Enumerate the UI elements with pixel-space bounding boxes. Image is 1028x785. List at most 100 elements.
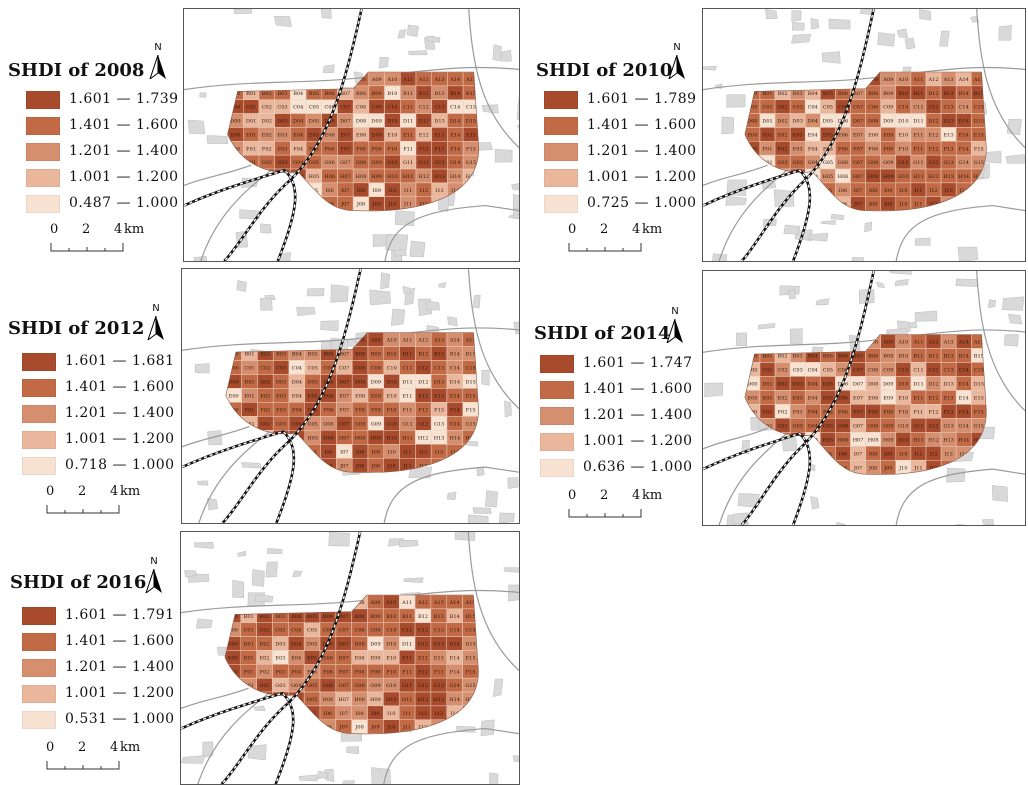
svg-text:C11: C11 [913, 368, 923, 374]
svg-text:C00: C00 [747, 105, 757, 111]
svg-text:D02: D02 [259, 642, 269, 648]
svg-text:C13: C13 [944, 368, 954, 374]
svg-text:G03: G03 [276, 421, 286, 427]
svg-text:E15: E15 [466, 132, 476, 138]
svg-text:I00: I00 [231, 188, 239, 194]
svg-text:D00: D00 [230, 119, 240, 125]
svg-text:H11: H11 [402, 435, 413, 441]
svg-text:F12: F12 [418, 669, 428, 675]
svg-text:G06: G06 [838, 423, 848, 429]
svg-text:E03: E03 [276, 393, 286, 399]
svg-text:E14: E14 [959, 395, 969, 401]
svg-text:C11: C11 [403, 105, 413, 111]
svg-text:F10: F10 [387, 407, 397, 413]
svg-text:I09: I09 [884, 188, 892, 194]
svg-text:E10: E10 [898, 395, 908, 401]
svg-text:C05: C05 [308, 366, 318, 372]
svg-text:I00: I00 [230, 449, 238, 455]
svg-text:J07: J07 [340, 202, 349, 208]
svg-text:G05: G05 [307, 683, 317, 689]
svg-text:H12: H12 [418, 435, 429, 441]
svg-text:A10: A10 [386, 77, 397, 83]
svg-text:H00: H00 [230, 174, 241, 180]
svg-text:C11: C11 [402, 628, 412, 634]
svg-text:E14: E14 [959, 132, 969, 138]
svg-text:E12: E12 [418, 655, 428, 661]
svg-text:E13: E13 [944, 132, 954, 138]
svg-text:C11: C11 [402, 366, 412, 372]
svg-text:H03: H03 [277, 174, 288, 180]
svg-text:B10: B10 [387, 352, 397, 358]
svg-text:B05: B05 [309, 91, 319, 97]
svg-text:G07: G07 [339, 421, 349, 427]
svg-text:G11: G11 [913, 423, 923, 429]
svg-text:E15: E15 [974, 132, 984, 138]
svg-text:G06: G06 [323, 421, 333, 427]
svg-text:G01: G01 [246, 160, 256, 166]
svg-text:G01: G01 [762, 160, 772, 166]
svg-text:G10: G10 [898, 423, 908, 429]
svg-text:H13: H13 [943, 174, 954, 180]
svg-text:H06: H06 [323, 435, 334, 441]
svg-text:C04: C04 [292, 366, 302, 372]
svg-text:B15: B15 [465, 614, 475, 620]
svg-text:C09: C09 [883, 105, 893, 111]
svg-text:I14: I14 [960, 451, 968, 457]
svg-text:D02: D02 [260, 379, 270, 385]
svg-text:I09: I09 [371, 711, 379, 717]
svg-text:A01: A01 [762, 77, 773, 83]
svg-text:D11: D11 [913, 119, 923, 125]
svg-text:G11: G11 [402, 683, 412, 689]
svg-text:B13: B13 [434, 352, 444, 358]
svg-text:A11: A11 [912, 340, 923, 346]
svg-text:A05: A05 [307, 338, 318, 344]
svg-text:F01: F01 [763, 409, 773, 415]
svg-text:B14: B14 [450, 91, 460, 97]
svg-text:E10: E10 [386, 655, 396, 661]
svg-text:D08: D08 [868, 119, 878, 125]
svg-text:D15: D15 [974, 381, 984, 387]
svg-text:B07: B07 [339, 614, 349, 620]
svg-text:A13: A13 [433, 338, 444, 344]
svg-text:I06: I06 [839, 451, 847, 457]
map-title: SHDI of 2008 [8, 60, 145, 81]
svg-text:G06: G06 [838, 160, 848, 166]
svg-text:I11: I11 [914, 188, 922, 194]
svg-text:F01: F01 [245, 407, 255, 413]
svg-text:I12: I12 [929, 188, 937, 194]
svg-text:J09: J09 [883, 465, 892, 471]
svg-text:E04: E04 [808, 395, 818, 401]
svg-text:J05: J05 [307, 725, 316, 731]
svg-text:B11: B11 [402, 614, 412, 620]
svg-text:E11: E11 [913, 132, 923, 138]
svg-text:H14: H14 [958, 437, 969, 443]
svg-text:B14: B14 [450, 352, 460, 358]
svg-text:J14: J14 [450, 463, 459, 469]
svg-text:B07: B07 [853, 354, 863, 360]
svg-text:E08: E08 [356, 132, 366, 138]
north-arrow-icon: N [666, 42, 688, 79]
svg-text:D09: D09 [371, 379, 381, 385]
svg-text:B12: B12 [418, 614, 428, 620]
svg-text:B12: B12 [418, 352, 428, 358]
map-title: SHDI of 2010 [536, 60, 673, 81]
svg-text:B14: B14 [450, 614, 460, 620]
svg-text:F06: F06 [324, 407, 334, 413]
svg-text:E14: E14 [450, 132, 460, 138]
svg-text:A14: A14 [449, 77, 460, 83]
svg-text:F04: F04 [291, 669, 301, 675]
svg-text:E01: E01 [244, 655, 254, 661]
svg-text:G02: G02 [260, 421, 270, 427]
svg-text:D14: D14 [450, 119, 460, 125]
svg-text:J09: J09 [370, 725, 379, 731]
svg-text:F02: F02 [262, 146, 272, 152]
svg-text:D15: D15 [465, 642, 475, 648]
svg-text:C15: C15 [974, 368, 984, 374]
svg-text:G08: G08 [868, 423, 878, 429]
svg-text:E01: E01 [762, 132, 772, 138]
svg-text:I13: I13 [435, 188, 443, 194]
svg-text:B06: B06 [838, 354, 848, 360]
svg-text:A09: A09 [370, 338, 381, 344]
